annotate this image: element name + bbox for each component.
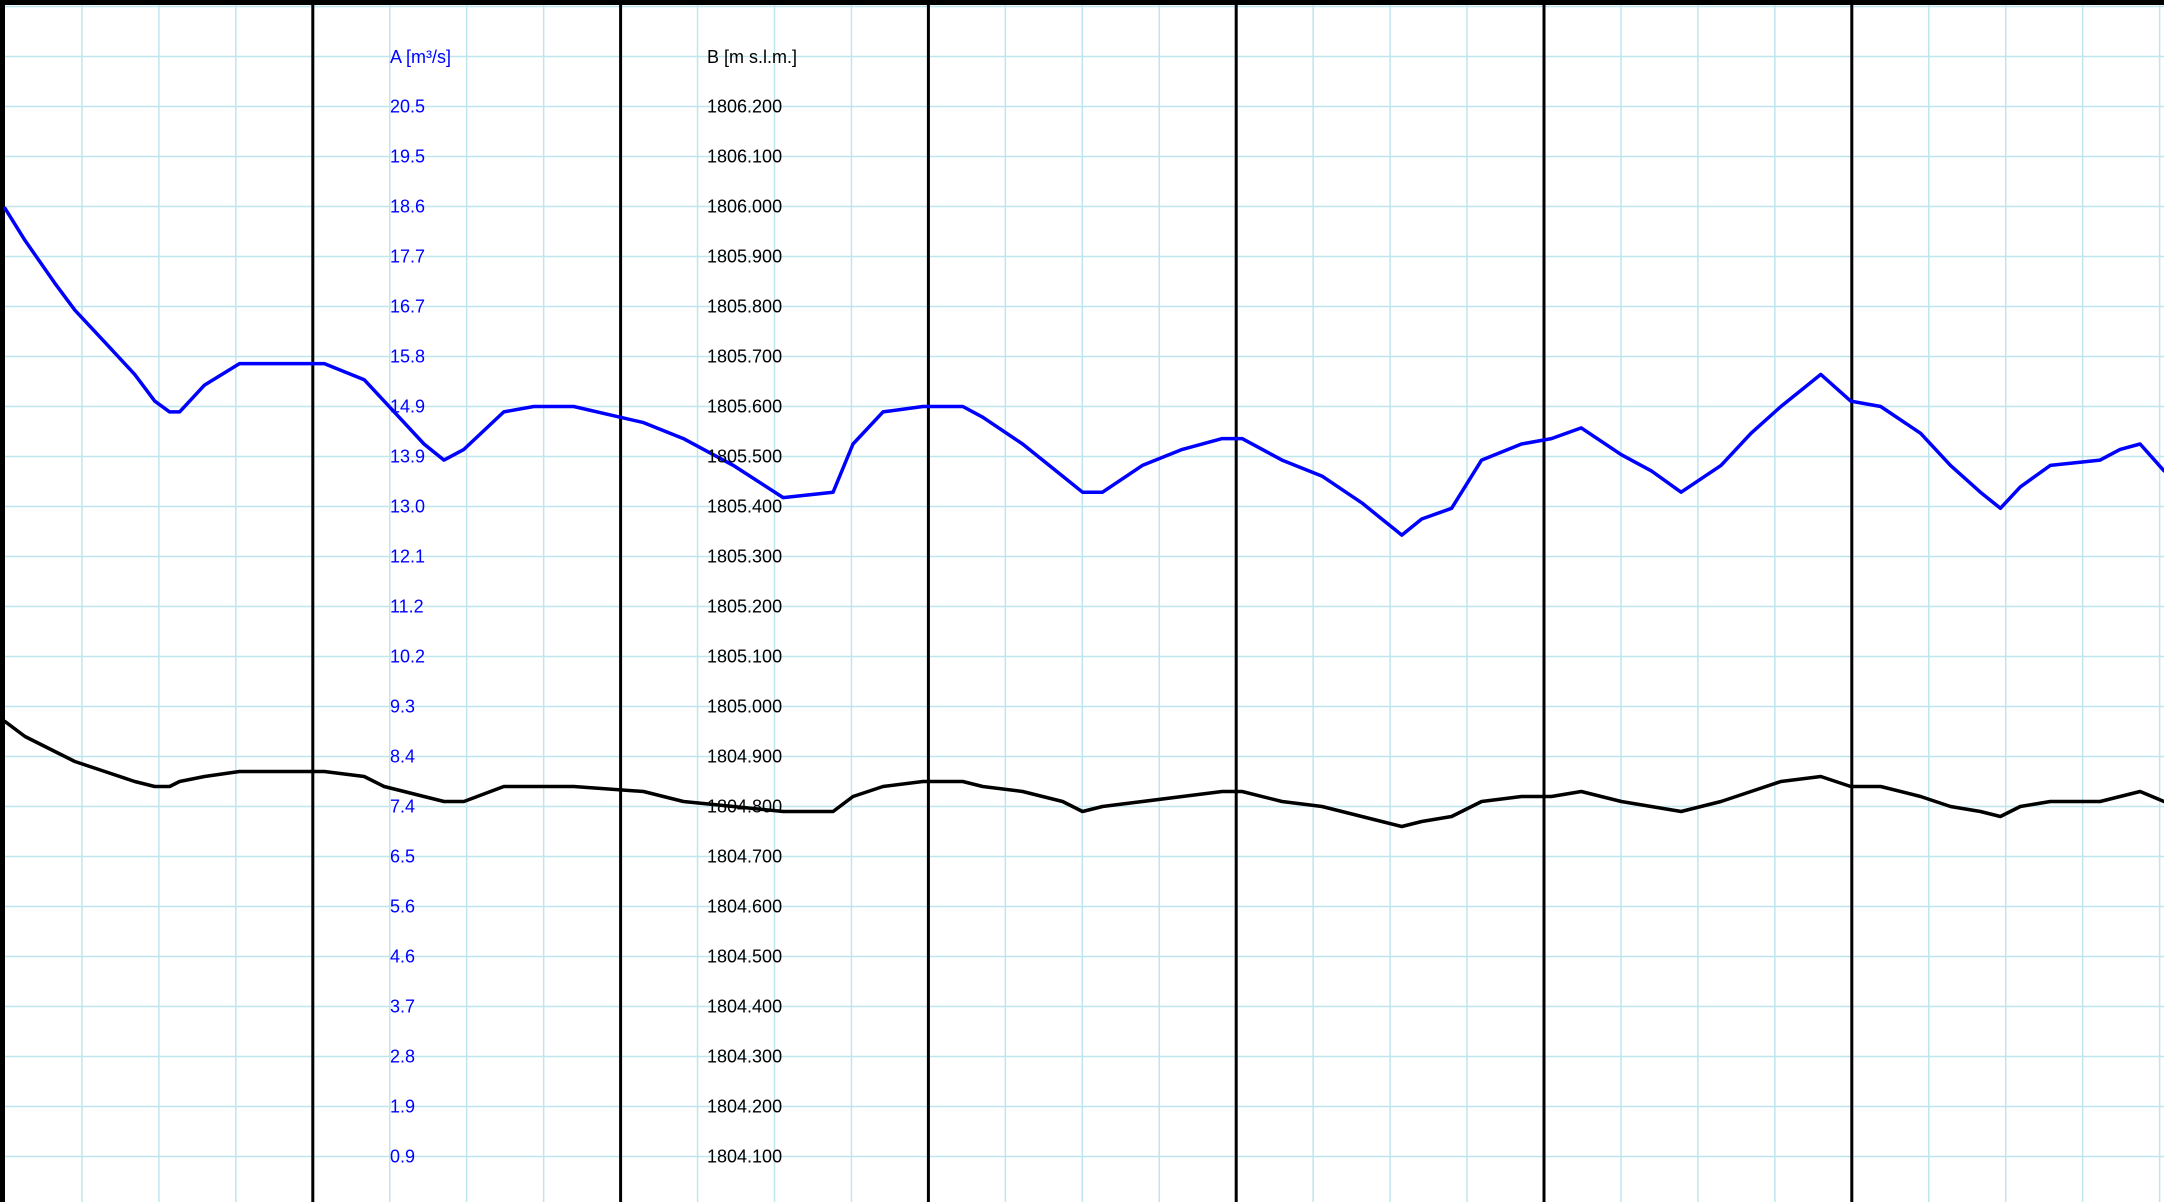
axis-b-tick-label: 1806.000	[707, 197, 782, 217]
axis-a-tick-label: 12.1	[390, 547, 425, 567]
axis-a-tick-label: 4.6	[390, 947, 415, 967]
axis-a-tick-label: 15.8	[390, 347, 425, 367]
axis-b-tick-label: 1806.200	[707, 97, 782, 117]
axis-b-tick-label: 1805.000	[707, 697, 782, 717]
axis-a-tick-label: 8.4	[390, 747, 415, 767]
axis-a-tick-label: 7.4	[390, 797, 415, 817]
axis-b-tick-label: 1804.500	[707, 947, 782, 967]
axis-a-tick-label: 16.7	[390, 297, 425, 317]
axis-b-tick-label: 1805.900	[707, 247, 782, 267]
axis-b-tick-label: 1804.900	[707, 747, 782, 767]
axis-a-tick-label: 6.5	[390, 847, 415, 867]
axis-b-tick-label: 1805.400	[707, 497, 782, 517]
axis-b-tick-label: 1805.500	[707, 447, 782, 467]
axis-b-tick-label: 1804.700	[707, 847, 782, 867]
axis-a-tick-label: 20.5	[390, 97, 425, 117]
axis-a-tick-label: 0.9	[390, 1147, 415, 1167]
axis-a-tick-label: 18.6	[390, 197, 425, 217]
axis-b-tick-label: 1804.600	[707, 897, 782, 917]
minor-grid	[5, 5, 2164, 1202]
axis-a-tick-label: 2.8	[390, 1047, 415, 1067]
axis-a-tick-label: 9.3	[390, 697, 415, 717]
major-grid	[311, 5, 1854, 1202]
axis-a-title: A [m³/s]	[390, 47, 451, 67]
axis-a-tick-label: 10.2	[390, 647, 425, 667]
axis-b-tick-label: 1805.200	[707, 597, 782, 617]
axis-a-tick-label: 11.2	[390, 597, 424, 617]
axis-b-tick-label: 1805.300	[707, 547, 782, 567]
axis-b-tick-label: 1804.800	[707, 797, 782, 817]
axis-b-tick-label: 1804.100	[707, 1147, 782, 1167]
axis-a-tick-label: 1.9	[390, 1097, 415, 1117]
axis-a-tick-label: 19.5	[390, 147, 425, 167]
axis-b-tick-label: 1805.700	[707, 347, 782, 367]
axis-b-tick-label: 1805.100	[707, 647, 782, 667]
series-line-a	[3, 206, 2164, 537]
axis-b-tick-label: 1804.200	[707, 1097, 782, 1117]
axis-a-tick-label: 13.0	[390, 497, 425, 517]
axis-b-tick-label: 1804.300	[707, 1047, 782, 1067]
axis-b-tick-label: 1805.600	[707, 397, 782, 417]
axis-b-title: B [m s.l.m.]	[707, 47, 797, 67]
axis-a-tick-label: 17.7	[390, 247, 425, 267]
axis-b: B [m s.l.m.] 1806.200 1806.100 1806.000 180…	[707, 47, 797, 1167]
axis-a-tick-label: 13.9	[390, 447, 425, 467]
axis-a: A [m³/s] 20.5 19.5 18.6 17.7 16.7 15.8 14.9 13.…	[390, 47, 451, 1167]
axis-b-tick-label: 1805.800	[707, 297, 782, 317]
axis-b-tick-label: 1804.400	[707, 997, 782, 1017]
axis-b-tick-label: 1806.100	[707, 147, 782, 167]
axis-a-tick-label: 5.6	[390, 897, 415, 917]
series-line-b	[3, 719, 2164, 829]
axis-a-tick-label: 14.9	[390, 397, 425, 417]
axis-a-tick-label: 3.7	[390, 997, 415, 1017]
series-layer	[3, 206, 2164, 829]
